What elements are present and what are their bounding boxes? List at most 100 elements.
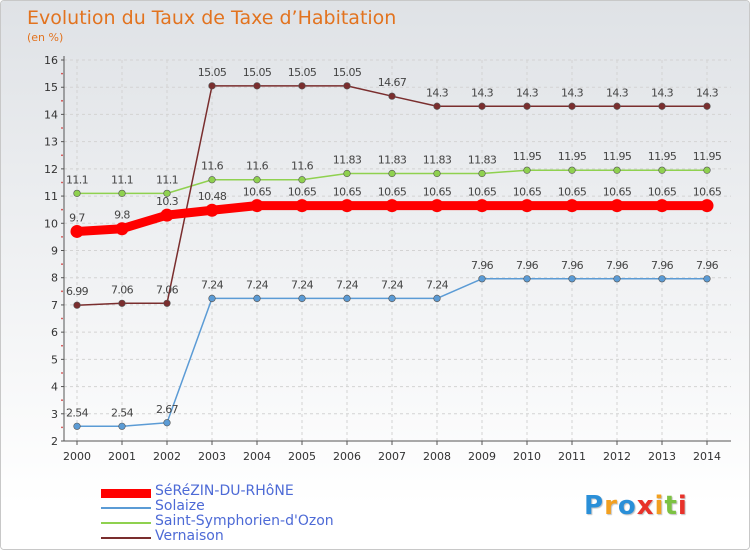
y-minor-tick: [61, 263, 63, 266]
data-label: 7.06: [111, 283, 134, 296]
data-label: 15.05: [288, 66, 317, 79]
x-tick-label: 2007: [378, 450, 406, 463]
series-point: [295, 199, 309, 213]
series-point: [610, 199, 624, 213]
series-point: [250, 199, 264, 213]
data-label: 10.65: [378, 186, 407, 199]
data-label: 15.05: [243, 66, 272, 79]
y-minor-tick: [61, 372, 63, 374]
series-point: [115, 222, 129, 236]
y-tick-label: 4: [51, 381, 58, 394]
y-minor-tick: [61, 290, 63, 293]
data-label: 14.3: [651, 86, 674, 99]
x-tick-label: 2000: [63, 450, 91, 463]
y-tick-label: 14: [44, 108, 58, 121]
series-point: [253, 82, 261, 90]
series-point: [478, 275, 486, 283]
data-label: 11.95: [558, 150, 587, 163]
data-label: 14.3: [426, 86, 449, 99]
y-minor-tick: [61, 99, 63, 102]
x-tick-label: 2013: [648, 450, 676, 463]
data-label: 11.1: [111, 173, 133, 186]
y-tick-label: 15: [44, 81, 58, 94]
y-minor-tick: [61, 426, 63, 429]
y-tick-label: 3: [51, 408, 58, 421]
series-point: [73, 301, 81, 309]
data-label: 11.95: [648, 150, 677, 163]
y-tick-label: 6: [51, 326, 58, 339]
data-label: 10.65: [423, 186, 452, 199]
x-tick-label: 2010: [513, 450, 541, 463]
y-tick-label: 2: [51, 435, 58, 448]
series-point: [73, 189, 81, 197]
data-label: 10.65: [243, 186, 272, 199]
series-point: [385, 199, 399, 213]
y-minor-tick: [61, 72, 63, 75]
series-point: [208, 294, 216, 302]
series-point: [70, 224, 84, 238]
data-label: 14.3: [516, 86, 539, 99]
x-tick-label: 2003: [198, 450, 226, 463]
data-label: 7.24: [201, 278, 224, 291]
data-label: 10.3: [156, 195, 179, 208]
legend-label: Vernaison: [155, 528, 224, 544]
data-label: 7.96: [471, 259, 494, 272]
data-label: 11.95: [603, 150, 632, 163]
legend-swatch: [101, 537, 151, 539]
series-point: [343, 82, 351, 90]
series-point: [205, 203, 219, 217]
data-label: 9.7: [69, 211, 85, 224]
data-label: 15.05: [198, 66, 227, 79]
data-label: 11.6: [291, 160, 314, 173]
data-label: 10.65: [288, 186, 317, 199]
legend-swatch: [101, 488, 151, 498]
y-tick-label: 16: [44, 54, 58, 67]
series-point: [253, 176, 261, 184]
data-label: 10.48: [198, 190, 227, 203]
series-point: [340, 199, 354, 213]
data-label: 7.24: [291, 278, 314, 291]
series-point: [160, 208, 174, 222]
data-label: 11.83: [468, 153, 497, 166]
series-point: [118, 422, 126, 430]
data-label: 14.3: [471, 86, 494, 99]
series-point: [430, 199, 444, 213]
y-tick-label: 10: [44, 217, 58, 230]
series-point: [253, 294, 261, 302]
data-label: 7.24: [246, 278, 269, 291]
series-point: [703, 275, 711, 283]
y-minor-tick: [61, 399, 63, 402]
data-label: 14.3: [606, 86, 629, 99]
series-point: [298, 82, 306, 90]
series-point: [613, 102, 621, 110]
data-label: 11.95: [513, 150, 542, 163]
data-label: 2.67: [156, 403, 179, 416]
series-point: [568, 166, 576, 174]
data-label: 11.83: [423, 153, 452, 166]
data-label: 6.99: [66, 285, 89, 298]
series-point: [163, 189, 171, 197]
y-minor-tick: [61, 208, 63, 211]
data-label: 11.83: [333, 153, 362, 166]
data-label: 9.8: [114, 209, 130, 222]
series-point: [703, 102, 711, 110]
data-label: 10.65: [513, 186, 542, 199]
y-tick-label: 5: [51, 353, 58, 366]
series-point: [658, 166, 666, 174]
data-label: 11.1: [156, 173, 178, 186]
data-label: 2.54: [111, 406, 134, 419]
data-label: 7.96: [516, 259, 539, 272]
x-tick-label: 2011: [558, 450, 586, 463]
legend-swatch: [101, 507, 151, 509]
legend-label: Saint-Symphorien-d'Ozon: [155, 513, 334, 529]
x-tick-label: 2001: [108, 450, 136, 463]
series-point: [118, 299, 126, 307]
data-label: 14.3: [696, 86, 719, 99]
data-label: 7.24: [426, 278, 449, 291]
series-point: [523, 166, 531, 174]
x-tick-label: 2005: [288, 450, 316, 463]
data-label: 7.24: [381, 278, 404, 291]
y-minor-tick: [61, 235, 63, 238]
